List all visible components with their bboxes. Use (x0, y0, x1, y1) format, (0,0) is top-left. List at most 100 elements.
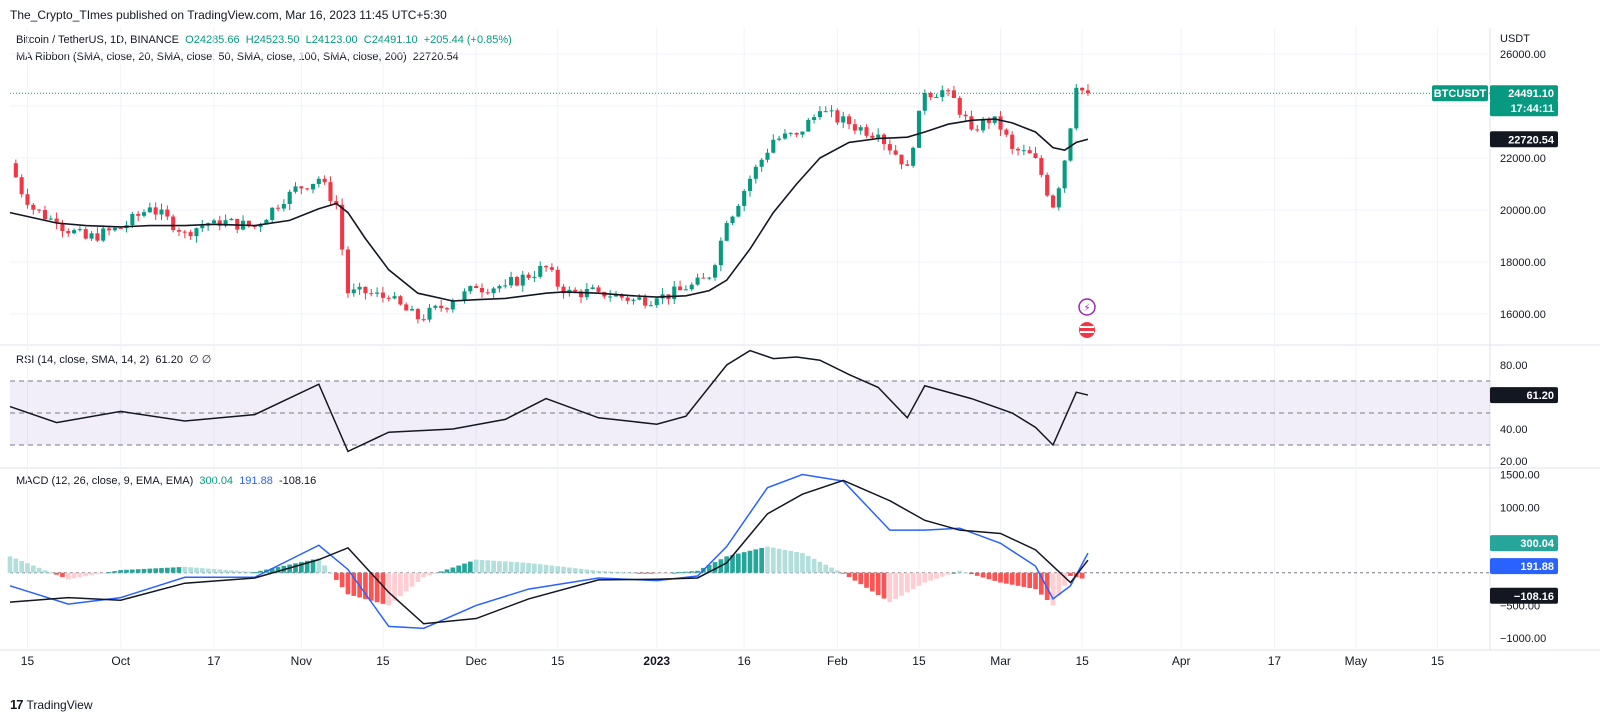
candle-body (13, 163, 18, 178)
macd-histogram-bar (916, 572, 922, 586)
macd-histogram-bar (689, 571, 695, 573)
candle-body (491, 288, 496, 294)
macd-histogram-bar (386, 572, 392, 606)
candle-body (89, 233, 94, 239)
macd-histogram-bar (100, 572, 106, 574)
countdown-tag: 17:44:11 (1490, 100, 1558, 117)
macd-histogram-bar (159, 568, 164, 573)
macd-histogram-bar (1009, 572, 1015, 585)
candle-body (270, 207, 275, 220)
macd-histogram-bar (1015, 572, 1021, 586)
macd-histogram-bar (188, 567, 193, 573)
macd-histogram-bar (374, 572, 380, 603)
macd-histogram-bar (1056, 572, 1062, 596)
candle-body (514, 277, 519, 286)
candle-body (322, 178, 327, 183)
macd-histogram-bar (25, 563, 30, 573)
candle-body (450, 301, 455, 310)
candle-body (1021, 150, 1026, 152)
macd-histogram-bar (648, 572, 654, 574)
macd-label[interactable]: MACD (12, 26, close, 9, EMA, EMA) (16, 475, 194, 487)
macd-histogram-bar (491, 560, 496, 573)
macd-histogram-bar (229, 570, 234, 573)
candle-body (281, 204, 286, 209)
macd-tag-bg (1490, 535, 1558, 552)
candle-body (759, 159, 764, 167)
tradingview-branding[interactable]: 17 TradingView (10, 697, 93, 712)
macd-histogram-bar (60, 572, 65, 577)
candle-body (689, 284, 694, 290)
macd-histogram-bar (1039, 572, 1044, 595)
candle-body (561, 286, 566, 294)
rsi-legend[interactable]: RSI (14, close, SMA, 14, 2) 61.20 ∅ ∅ (16, 353, 211, 366)
candle-body (287, 191, 292, 205)
symbol-tag-bg (1432, 85, 1488, 102)
macd-histogram-bar (54, 572, 59, 575)
candle-body (421, 319, 426, 321)
macd-histogram-bar (205, 568, 211, 573)
candle-body (130, 213, 135, 226)
candle-body (1033, 153, 1038, 158)
macd-histogram-bar (456, 565, 461, 573)
candle-body (72, 230, 77, 234)
candle-body (357, 286, 362, 290)
lightning-event-icon (1078, 298, 1096, 316)
candle-body (881, 134, 887, 145)
macd-histogram-bar (642, 572, 648, 574)
candle-body (718, 240, 723, 266)
candle-body (340, 204, 345, 250)
macd-histogram-bar (275, 567, 281, 573)
macd-histogram-bar (194, 567, 199, 573)
signal-tag: 191.88 (1490, 558, 1558, 575)
candle-body (19, 177, 24, 195)
macd-histogram-bar (473, 559, 479, 573)
candle-body (613, 294, 619, 297)
price-legend[interactable]: Bitcoin / TetherUS, 1D, BINANCE O24285.6… (16, 34, 512, 46)
macd-histogram-bar (840, 572, 846, 574)
hist-tag-bg (1490, 587, 1558, 604)
candle-body (200, 225, 205, 229)
candle-body (188, 232, 193, 237)
macd-histogram-bar (537, 564, 543, 573)
time-axis-label: 15 (1075, 654, 1089, 668)
candle-body (136, 213, 141, 216)
macd-histogram-bar (328, 572, 333, 574)
candle-body (264, 219, 269, 225)
macd-histogram-bar (19, 560, 24, 573)
hist-legend-value: -108.16 (278, 475, 317, 487)
candle-body (246, 220, 251, 227)
macd-histogram-bar (1062, 572, 1067, 586)
candle-body (1068, 128, 1073, 161)
macd-histogram-bar (759, 547, 764, 573)
macd-histogram-bar (980, 572, 986, 578)
macd-histogram-bar (1027, 572, 1033, 588)
symbol-label[interactable]: Bitcoin / TetherUS, 1D, BINANCE (16, 34, 180, 46)
candle-body (386, 297, 391, 299)
candle-body (305, 188, 310, 190)
time-axis-label: 15 (551, 654, 565, 668)
candle-body (538, 266, 543, 277)
rsi-label[interactable]: RSI (14, close, SMA, 14, 2) (16, 354, 150, 366)
candle-body (153, 207, 158, 215)
candle-body (823, 111, 828, 113)
macd-histogram-bar (747, 550, 753, 573)
rsi-axis-label: 80.00 (1500, 360, 1528, 372)
macd-histogram-bar (199, 568, 205, 573)
candle-body (940, 90, 945, 97)
macd-histogram-bar (333, 572, 339, 580)
macd-histogram-bar (532, 563, 537, 573)
macd-histogram-bar (823, 564, 829, 573)
macd-histogram-bar (724, 556, 730, 573)
candle-body (724, 223, 729, 241)
macd-histogram-bar (770, 547, 776, 573)
macd-histogram-bar (427, 572, 432, 576)
time-axis-label: 15 (21, 654, 35, 668)
close-value: C24491.10 (363, 34, 418, 46)
macd-legend[interactable]: MACD (12, 26, close, 9, EMA, EMA) 300.04… (16, 475, 316, 487)
macd-histogram-bar (613, 571, 619, 573)
candle-body (742, 190, 747, 206)
candle-body (800, 131, 805, 135)
candle-body (375, 292, 380, 294)
macd-histogram-bar (736, 553, 741, 573)
